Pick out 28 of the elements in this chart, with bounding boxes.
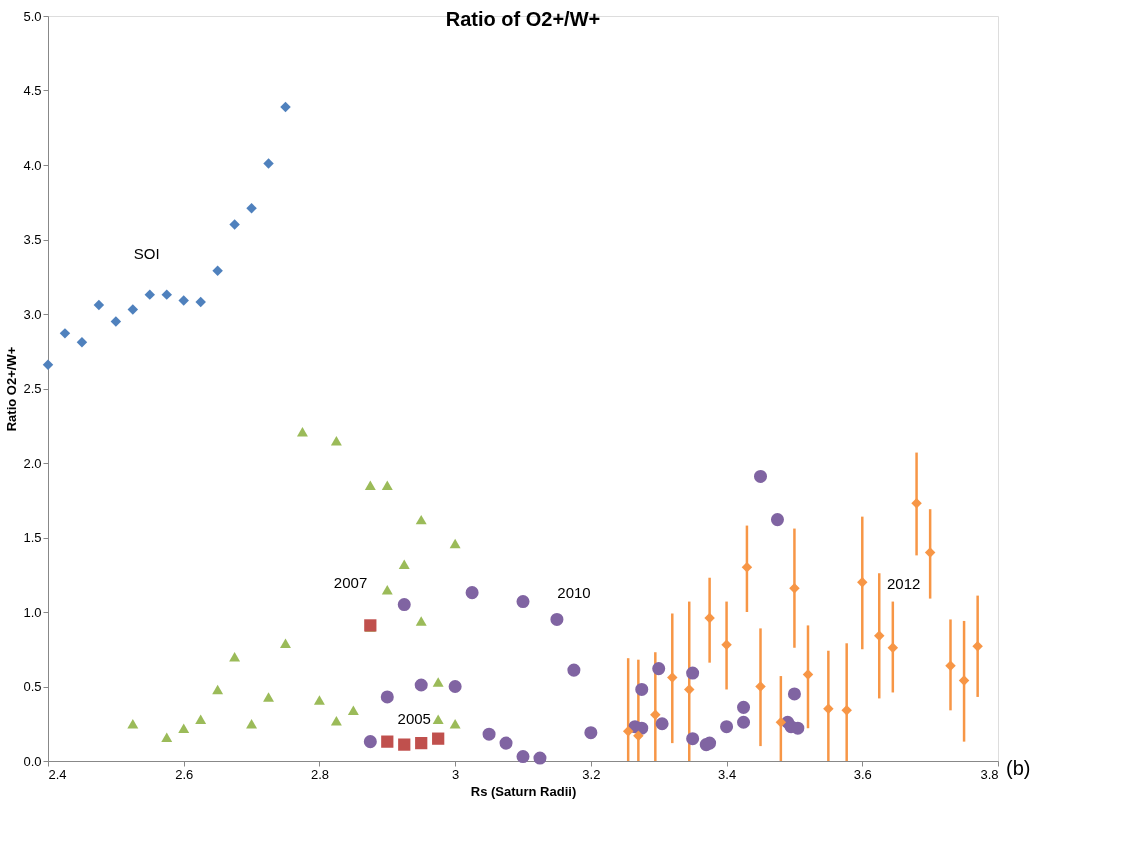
- y-tick-label: 2.0: [23, 455, 42, 471]
- y-tick-label: 3.0: [23, 306, 42, 322]
- series-label: 2007: [333, 574, 368, 592]
- series-label: SOI: [133, 245, 160, 263]
- y-tick-label: 0.5: [23, 679, 42, 694]
- x-axis-title: Rs (Saturn Radii): [470, 783, 577, 799]
- x-tick-label: 3.8: [980, 766, 999, 782]
- series-label: 2012: [886, 574, 921, 592]
- text: (b): [1006, 757, 1031, 779]
- y-tick-label: 0.0: [23, 753, 42, 769]
- y-tick-label: 4.0: [23, 157, 42, 173]
- x-tick-label: 2.6: [175, 766, 194, 782]
- x-tick-label: 3.4: [718, 766, 737, 782]
- x-tick-label: 3: [452, 766, 460, 782]
- y-tick-label: 1.0: [23, 604, 42, 620]
- y-axis-title: Ratio O2+/W+: [4, 346, 20, 432]
- y-tick-label: 3.5: [23, 232, 42, 247]
- series-label: 2005: [397, 709, 431, 727]
- series-label: 2010: [557, 584, 591, 602]
- y-tick-label: 5.0: [23, 8, 42, 24]
- x-tick-label: 3.2: [582, 766, 601, 782]
- x-tick-label: 3.6: [853, 766, 872, 782]
- x-tick-label: 2.8: [310, 766, 329, 782]
- chart-title: Ratio of O2+/W+: [445, 8, 601, 30]
- x-tick-label: 2.4: [48, 766, 67, 782]
- y-tick-label: 1.5: [23, 530, 42, 545]
- y-tick-label: 2.5: [23, 381, 42, 396]
- y-tick-label: 4.5: [23, 83, 42, 98]
